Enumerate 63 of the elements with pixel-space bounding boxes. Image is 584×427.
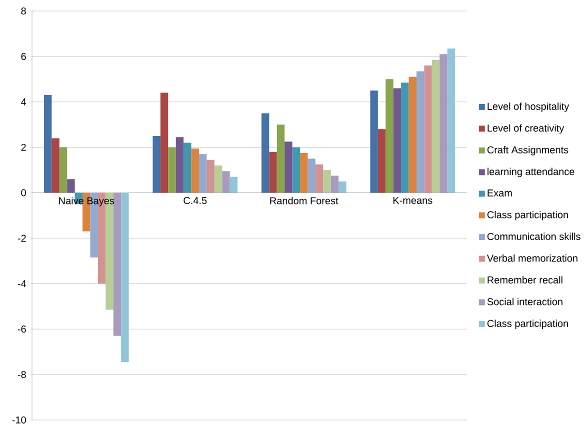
bar <box>214 165 222 193</box>
legend-label: Craft Assignments <box>487 146 568 156</box>
bar <box>284 142 292 193</box>
bar <box>67 179 75 193</box>
bar <box>401 82 409 193</box>
x-tick-label: C.4.5 <box>184 196 207 204</box>
bar <box>230 176 238 193</box>
bar <box>113 192 122 336</box>
legend-label: Class participation <box>487 210 568 220</box>
y-tick-label: 2 <box>21 144 26 151</box>
legend-label: Level of creativity <box>488 124 564 134</box>
y-tick-label: 0 <box>21 189 26 196</box>
bar <box>261 113 270 193</box>
y-tick-label: 4 <box>21 98 26 106</box>
bar <box>416 71 424 193</box>
y-tick-label: -8 <box>18 371 26 378</box>
legend-label: Remember recall <box>488 276 562 284</box>
legend-label: Exam <box>488 190 512 197</box>
bar <box>160 92 168 193</box>
bar <box>300 153 308 193</box>
y-tick-label: -10 <box>12 416 26 424</box>
bar <box>152 136 160 193</box>
bar <box>323 170 331 193</box>
x-tick-label: K-means <box>393 196 432 204</box>
legend-label: Verbal memorization <box>486 254 578 262</box>
bar <box>432 60 440 193</box>
legend-label: learning attendance <box>488 168 574 178</box>
bar <box>184 142 192 193</box>
y-tick-label: -6 <box>18 326 26 333</box>
bar <box>408 76 416 193</box>
legend-label: Level of hospitality <box>488 102 570 112</box>
bar <box>44 95 52 193</box>
bar <box>424 66 432 193</box>
bar <box>393 88 402 193</box>
y-tick-label: -2 <box>18 234 26 242</box>
bar <box>338 181 346 193</box>
bar <box>276 124 285 193</box>
bar <box>370 90 378 193</box>
y-tick-label: -4 <box>18 280 26 288</box>
bar <box>191 148 199 193</box>
legend-label: Communication skills <box>487 232 580 240</box>
bar <box>198 154 207 193</box>
bar <box>447 48 456 193</box>
bar <box>330 176 339 193</box>
bar <box>315 164 324 193</box>
bar <box>121 192 129 362</box>
legend-label: Social interaction <box>487 298 562 306</box>
bar <box>168 147 176 193</box>
bar <box>269 152 277 193</box>
y-tick-label: 6 <box>21 52 26 60</box>
bar <box>378 129 386 193</box>
bar <box>52 138 60 193</box>
bar <box>440 54 448 193</box>
bar <box>176 137 184 193</box>
y-tick-label: 8 <box>21 7 26 15</box>
bar <box>59 147 68 193</box>
bar <box>386 79 394 193</box>
bar <box>292 147 300 193</box>
legend-label: Class participation <box>487 320 568 329</box>
x-tick-label: Random Forest <box>270 196 338 204</box>
bar <box>308 158 316 193</box>
bar <box>206 160 214 193</box>
bar <box>222 171 230 193</box>
